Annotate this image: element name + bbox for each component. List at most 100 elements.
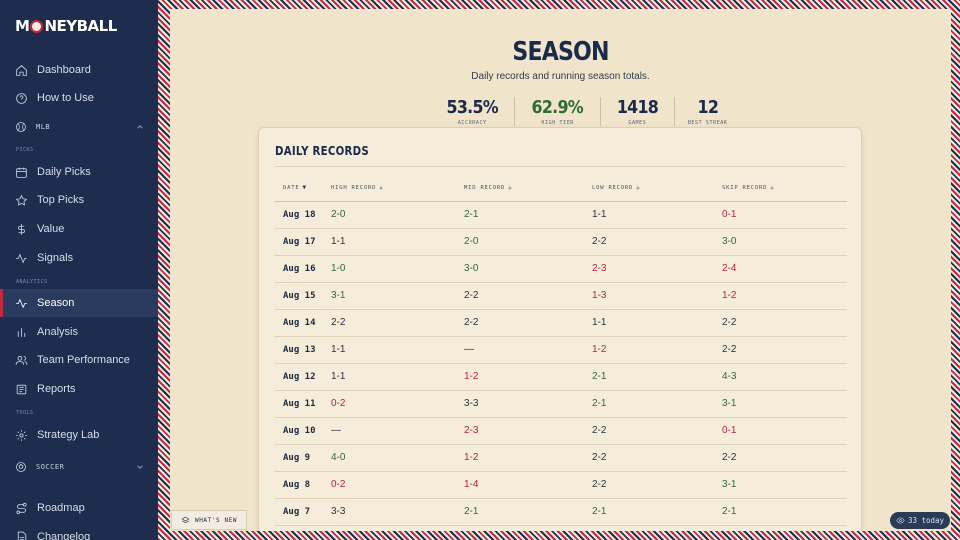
record-cell: 3-3 xyxy=(456,390,584,418)
date-cell: Aug 17 xyxy=(275,228,323,256)
record-cell: 0-1 xyxy=(714,417,847,445)
record-cell: 2-0 xyxy=(323,201,456,229)
record-cell: 4-0 xyxy=(323,444,456,472)
main-content: SEASON Daily records and running season … xyxy=(170,9,951,531)
record-cell: 2-2 xyxy=(456,309,584,337)
record-cell: 3-1 xyxy=(323,282,456,310)
record-cell: 3-0 xyxy=(714,228,847,256)
daily-records-card: DAILY RECORDS DATE ▼ HIGH RECORD ▲ MID REC… xyxy=(258,127,862,531)
section-label-picks: PICKS xyxy=(16,147,34,153)
record-cell: 1-2 xyxy=(456,363,584,391)
stat-label: BEST STREAK xyxy=(687,120,728,126)
sidebar-item-reports[interactable]: Reports xyxy=(0,375,158,403)
column-header-low[interactable]: LOW RECORD ▲ xyxy=(584,174,714,202)
sidebar-item-label: Top Picks xyxy=(37,194,85,206)
date-cell: Aug 8 xyxy=(275,471,323,499)
whats-new-button[interactable]: WHAT'S NEW xyxy=(171,510,248,530)
record-cell: 0-2 xyxy=(323,390,456,418)
sidebar-item-label: Analysis xyxy=(37,326,78,338)
table-row: Aug 17 1-1 2-0 2-2 3-0 xyxy=(275,228,847,256)
column-header-skip[interactable]: SKIP RECORD ▲ xyxy=(714,174,847,202)
record-cell: — xyxy=(323,417,456,445)
sidebar-item-daily-picks[interactable]: Daily Picks xyxy=(0,158,158,186)
sidebar-item-how-to-use[interactable]: How to Use xyxy=(0,84,158,112)
sidebar-item-top-picks[interactable]: Top Picks xyxy=(0,186,158,214)
stat-label: ACCURACY xyxy=(457,120,487,126)
sidebar-item-value[interactable]: Value xyxy=(0,215,158,243)
home-icon xyxy=(16,64,27,76)
sidebar-item-label: Reports xyxy=(37,383,76,395)
divider xyxy=(275,166,845,167)
chevron-down-icon xyxy=(137,465,143,469)
stat-accuracy: 53.5% ACCURACY xyxy=(430,97,514,126)
record-cell: 4-3 xyxy=(714,363,847,391)
record-cell: 1-0 xyxy=(323,255,456,283)
daily-records-table: DATE ▼ HIGH RECORD ▲ MID RECORD ▲ LOW RECOR… xyxy=(275,174,847,526)
record-cell: 2-4 xyxy=(714,255,847,283)
sidebar-group-mlb[interactable]: MLB xyxy=(0,115,158,139)
record-cell: 2-2 xyxy=(584,471,714,499)
newspaper-icon xyxy=(16,384,27,394)
sidebar-item-changelog[interactable]: Changelog xyxy=(0,523,158,540)
record-cell: 2-2 xyxy=(714,336,847,364)
date-cell: Aug 15 xyxy=(275,282,323,310)
stat-value: 53.5% xyxy=(446,97,499,118)
date-cell: Aug 13 xyxy=(275,336,323,364)
date-cell: Aug 14 xyxy=(275,309,323,337)
sidebar-item-strategy-lab[interactable]: Strategy Lab xyxy=(0,421,158,449)
record-cell: 2-2 xyxy=(323,309,456,337)
sidebar-item-label: Roadmap xyxy=(37,502,85,514)
column-header-date[interactable]: DATE ▼ xyxy=(275,174,323,202)
date-cell: Aug 16 xyxy=(275,255,323,283)
date-cell: Aug 9 xyxy=(275,444,323,472)
sidebar-item-analysis[interactable]: Analysis xyxy=(0,318,158,346)
record-cell: 1-2 xyxy=(714,282,847,310)
sidebar-group-soccer[interactable]: SOCCER xyxy=(0,455,158,479)
whats-new-label: WHAT'S NEW xyxy=(195,516,238,524)
table-row: Aug 16 1-0 3-0 2-3 2-4 xyxy=(275,255,847,283)
gear-icon xyxy=(16,429,27,441)
record-cell: 2-1 xyxy=(714,498,847,526)
sidebar-item-label: Team Performance xyxy=(37,354,130,366)
table-row: Aug 11 0-2 3-3 2-1 3-1 xyxy=(275,390,847,418)
record-cell: 2-2 xyxy=(456,282,584,310)
stat-value: 12 xyxy=(697,97,718,118)
date-cell: Aug 12 xyxy=(275,363,323,391)
record-cell: 2-1 xyxy=(456,498,584,526)
today-count: 33 today xyxy=(907,516,945,525)
record-cell: 1-2 xyxy=(584,336,714,364)
sidebar-item-roadmap[interactable]: Roadmap xyxy=(0,494,158,522)
sidebar-item-label: Dashboard xyxy=(37,64,91,76)
page-title: SEASON xyxy=(512,37,609,67)
stat-best-streak: 12 BEST STREAK xyxy=(673,97,741,126)
column-header-high[interactable]: HIGH RECORD ▲ xyxy=(323,174,456,202)
stat-label: HIGH TIER xyxy=(541,120,574,126)
file-icon xyxy=(17,531,27,540)
date-cell: Aug 11 xyxy=(275,390,323,418)
column-header-mid[interactable]: MID RECORD ▲ xyxy=(456,174,584,202)
record-cell: 2-0 xyxy=(456,228,584,256)
table-row: Aug 18 2-0 2-1 1-1 0-1 xyxy=(275,201,847,229)
table-row: Aug 15 3-1 2-2 1-3 1-2 xyxy=(275,282,847,310)
table-row: Aug 13 1-1—1-2 2-2 xyxy=(275,336,847,364)
table-row: Aug 7 3-3 2-1 2-1 2-1 xyxy=(275,498,847,526)
record-cell: 3-1 xyxy=(714,390,847,418)
sidebar-item-label: Strategy Lab xyxy=(37,429,100,441)
sidebar-item-season[interactable]: Season xyxy=(0,289,158,317)
logo-text-left: M xyxy=(15,17,30,35)
brand-logo[interactable]: M NEYBALL xyxy=(15,16,117,36)
record-cell: 2-2 xyxy=(584,417,714,445)
layers-icon xyxy=(181,516,190,523)
sidebar-item-label: How to Use xyxy=(37,92,94,104)
sidebar-item-team-performance[interactable]: Team Performance xyxy=(0,346,158,374)
sidebar-item-dashboard[interactable]: Dashboard xyxy=(0,56,158,84)
sidebar-item-signals[interactable]: Signals xyxy=(0,244,158,272)
sidebar-item-label: Season xyxy=(37,297,75,309)
stat-label: GAMES xyxy=(628,120,647,126)
pulse-icon xyxy=(16,298,27,308)
record-cell: 2-3 xyxy=(584,255,714,283)
bar-chart-icon xyxy=(17,327,26,337)
table-row: Aug 8 0-2 1-4 2-2 3-1 xyxy=(275,471,847,499)
record-cell: 1-1 xyxy=(323,336,456,364)
record-cell: 0-2 xyxy=(323,471,456,499)
